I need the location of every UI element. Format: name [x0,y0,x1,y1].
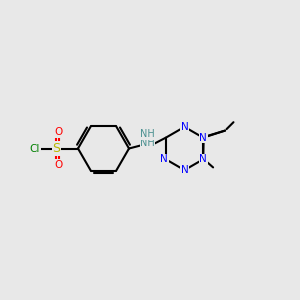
Text: N: N [199,154,207,164]
Text: NH: NH [140,129,155,139]
Text: N: N [160,154,168,164]
Text: NH: NH [140,138,155,148]
Text: S: S [52,142,60,155]
Text: NH: NH [139,130,153,140]
Text: N: N [199,133,207,143]
Text: Cl: Cl [30,143,40,154]
Text: N: N [181,165,188,175]
Text: O: O [54,127,63,137]
Text: O: O [54,160,63,170]
Text: N: N [181,122,188,132]
